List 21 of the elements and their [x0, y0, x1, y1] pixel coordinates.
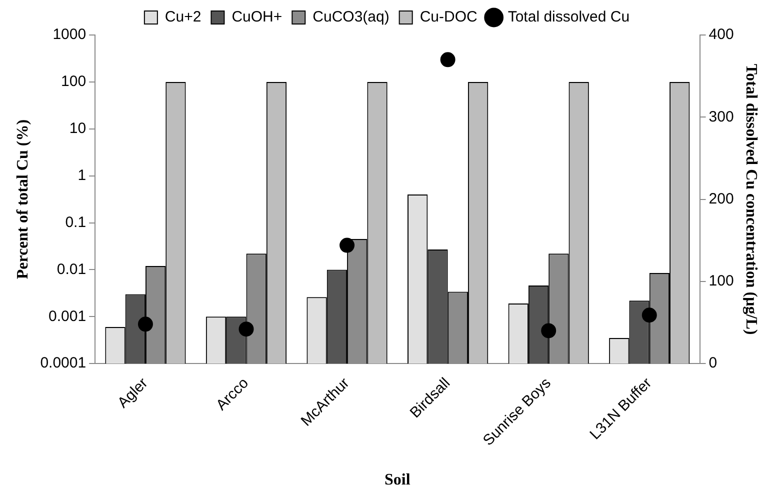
y2-tick-label: 400: [708, 26, 734, 44]
y2-tick-label: 200: [708, 190, 734, 208]
y2-tick-label: 0: [708, 354, 718, 372]
x-axis-title: Soil: [384, 472, 411, 489]
y2-tick-label: 100: [708, 272, 734, 290]
y-tick-label: 10: [69, 120, 86, 138]
y-tick-label: 0.1: [65, 214, 86, 231]
y2-axis-title: Total dissolved Cu concentration (µg/L): [742, 64, 760, 335]
legend-label: Cu+2: [164, 8, 202, 26]
legend-label: Cu-DOC: [420, 8, 478, 26]
legend-label: CuCO3(aq): [312, 8, 390, 26]
y-tick-label: 0.001: [48, 308, 86, 325]
legend-label: CuOH+: [232, 8, 282, 26]
legend-label: Total dissolved Cu: [508, 8, 630, 26]
y-tick-label: 1: [78, 166, 86, 184]
y-tick-label: 100: [61, 73, 86, 90]
y2-tick-label: 300: [708, 108, 734, 126]
y-tick-label: 1000: [52, 26, 86, 44]
y-tick-label: 0.01: [56, 260, 86, 278]
y-tick-label: 0.0001: [40, 354, 86, 372]
y-axis-title: Percent of total Cu (%): [14, 119, 32, 280]
